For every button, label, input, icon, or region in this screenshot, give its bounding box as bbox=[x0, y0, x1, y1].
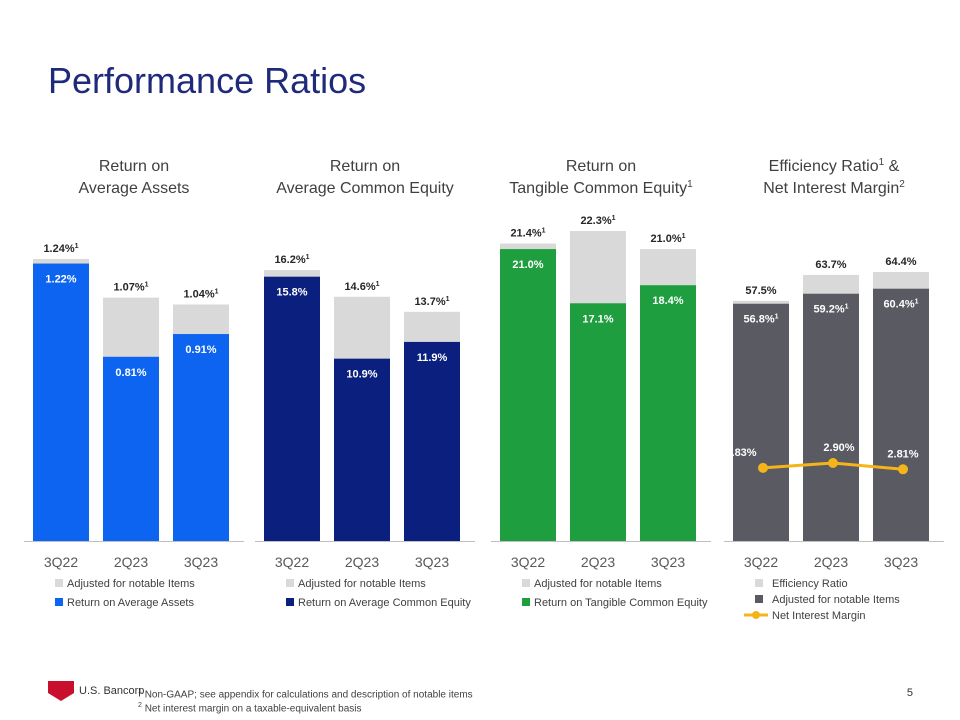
data-label-eff-inner-3Q22: 56.8%1 bbox=[743, 314, 778, 326]
tick-label-roace-3Q22: 3Q22 bbox=[275, 554, 309, 570]
panel-title-eff-line1: Efficiency Ratio1 & bbox=[769, 157, 900, 175]
panel-title-rotce-line2: Tangible Common Equity1 bbox=[509, 179, 693, 197]
bar-roaa-inner-2Q23 bbox=[103, 356, 159, 541]
data-label-rotce-inner-3Q22: 21.0% bbox=[512, 259, 543, 271]
data-label-rotce-inner-2Q23: 17.1% bbox=[582, 313, 613, 325]
data-label-nim-3Q22: 2.83% bbox=[725, 447, 756, 459]
data-label-roace-inner-3Q22: 15.8% bbox=[276, 287, 307, 299]
data-label-roace-inner-2Q23: 10.9% bbox=[346, 369, 377, 381]
data-label-eff-inner-3Q23: 60.4%1 bbox=[883, 299, 918, 311]
data-label-roace-outer-3Q23: 13.7%1 bbox=[414, 296, 449, 308]
company-logo: U.S. Bancorp bbox=[48, 681, 144, 701]
data-label-rotce-outer-3Q23: 21.0%1 bbox=[650, 233, 685, 245]
footnote-1: 1 Non-GAAP; see appendix for calculation… bbox=[138, 688, 473, 701]
data-label-roaa-inner-3Q23: 0.91% bbox=[185, 344, 216, 356]
data-label-roace-outer-3Q22: 16.2%1 bbox=[274, 254, 309, 266]
data-label-roaa-outer-2Q23: 1.07%1 bbox=[113, 282, 148, 294]
data-label-rotce-inner-3Q23: 18.4% bbox=[652, 295, 683, 307]
legend-swatch-eff-1 bbox=[755, 595, 763, 603]
data-label-roace-inner-3Q23: 11.9% bbox=[417, 352, 448, 364]
legend-swatch-rotce-0 bbox=[522, 579, 530, 587]
legend-swatch-roace-0 bbox=[286, 579, 294, 587]
tick-label-eff-3Q23: 3Q23 bbox=[884, 554, 918, 570]
legend-label-rotce-0: Adjusted for notable Items bbox=[534, 578, 662, 590]
data-label-rotce-outer-3Q22: 21.4%1 bbox=[510, 228, 545, 240]
bar-rotce-inner-3Q23 bbox=[640, 285, 696, 541]
bar-roace-inner-3Q23 bbox=[404, 341, 460, 541]
data-label-eff-outer-3Q23: 64.4% bbox=[885, 256, 916, 268]
panel-title-roace-line1: Return on bbox=[330, 158, 400, 175]
bar-eff-inner-3Q22 bbox=[733, 303, 789, 541]
bar-roace-inner-3Q22 bbox=[264, 276, 320, 541]
panel-title-eff-line2: Net Interest Margin2 bbox=[763, 179, 905, 197]
tick-label-roace-3Q23: 3Q23 bbox=[415, 554, 449, 570]
bar-eff-inner-3Q23 bbox=[873, 288, 929, 541]
legend-label-eff-0: Efficiency Ratio bbox=[772, 578, 848, 590]
panel-title-roaa-line1: Return on bbox=[99, 158, 169, 175]
tick-label-rotce-3Q23: 3Q23 bbox=[651, 554, 685, 570]
tick-label-rotce-3Q22: 3Q22 bbox=[511, 554, 545, 570]
data-label-eff-outer-3Q22: 57.5% bbox=[745, 285, 776, 297]
bar-roace-inner-2Q23 bbox=[334, 358, 390, 541]
tick-label-roaa-2Q23: 2Q23 bbox=[114, 554, 148, 570]
legend-label-eff-1: Adjusted for notable Items bbox=[772, 594, 900, 606]
data-label-nim-3Q23: 2.81% bbox=[887, 448, 918, 460]
bar-eff-inner-2Q23 bbox=[803, 293, 859, 541]
legend-label-eff-2: Net Interest Margin bbox=[772, 610, 866, 622]
tick-label-eff-2Q23: 2Q23 bbox=[814, 554, 848, 570]
data-label-nim-2Q23: 2.90% bbox=[823, 442, 854, 454]
data-label-eff-inner-2Q23: 59.2%1 bbox=[813, 304, 848, 316]
data-label-roaa-inner-3Q22: 1.22% bbox=[45, 274, 76, 286]
shield-logo-icon bbox=[48, 681, 74, 701]
point-nim-3Q22 bbox=[758, 462, 768, 473]
page-number: 5 bbox=[906, 687, 913, 699]
data-label-eff-outer-2Q23: 63.7% bbox=[815, 259, 846, 271]
page-title: Performance Ratios bbox=[48, 60, 367, 101]
data-label-rotce-outer-2Q23: 22.3%1 bbox=[580, 215, 615, 227]
legend-swatch-eff-0 bbox=[755, 579, 763, 587]
point-nim-2Q23 bbox=[828, 458, 838, 468]
data-label-roace-outer-2Q23: 14.6%1 bbox=[344, 281, 379, 293]
tick-label-roace-2Q23: 2Q23 bbox=[345, 554, 379, 570]
data-label-roaa-outer-3Q22: 1.24%1 bbox=[43, 243, 78, 255]
tick-label-rotce-2Q23: 2Q23 bbox=[581, 554, 615, 570]
legend-swatch-eff-dot bbox=[752, 611, 760, 619]
legend-label-rotce-1: Return on Tangible Common Equity bbox=[534, 597, 708, 609]
logo-text: U.S. Bancorp bbox=[79, 685, 145, 697]
point-nim-3Q23 bbox=[898, 464, 908, 475]
legend-swatch-rotce-1 bbox=[522, 598, 530, 606]
legend-label-roace-0: Adjusted for notable Items bbox=[298, 578, 426, 590]
bar-roaa-inner-3Q22 bbox=[33, 263, 89, 541]
tick-label-eff-3Q22: 3Q22 bbox=[744, 554, 778, 570]
legend-swatch-roace-1 bbox=[286, 598, 294, 606]
panel-title-roace-line2: Average Common Equity bbox=[276, 180, 454, 197]
footnote-2: 2 Net interest margin on a taxable-equiv… bbox=[138, 702, 362, 715]
legend-label-roace-1: Return on Average Common Equity bbox=[298, 597, 471, 609]
tick-label-roaa-3Q22: 3Q22 bbox=[44, 554, 78, 570]
legend-swatch-roaa-1 bbox=[55, 598, 63, 606]
bar-rotce-inner-2Q23 bbox=[570, 303, 626, 541]
panel-title-roaa-line2: Average Assets bbox=[79, 180, 190, 197]
legend-label-roaa-0: Adjusted for notable Items bbox=[67, 578, 195, 590]
legend-swatch-roaa-0 bbox=[55, 579, 63, 587]
data-label-roaa-inner-2Q23: 0.81% bbox=[115, 367, 146, 379]
bar-rotce-inner-3Q22 bbox=[500, 249, 556, 541]
panel-title-rotce-line1: Return on bbox=[566, 158, 636, 175]
data-label-roaa-outer-3Q23: 1.04%1 bbox=[183, 288, 218, 300]
legend-label-roaa-1: Return on Average Assets bbox=[67, 597, 194, 609]
tick-label-roaa-3Q23: 3Q23 bbox=[184, 554, 218, 570]
bar-roaa-inner-3Q23 bbox=[173, 334, 229, 541]
